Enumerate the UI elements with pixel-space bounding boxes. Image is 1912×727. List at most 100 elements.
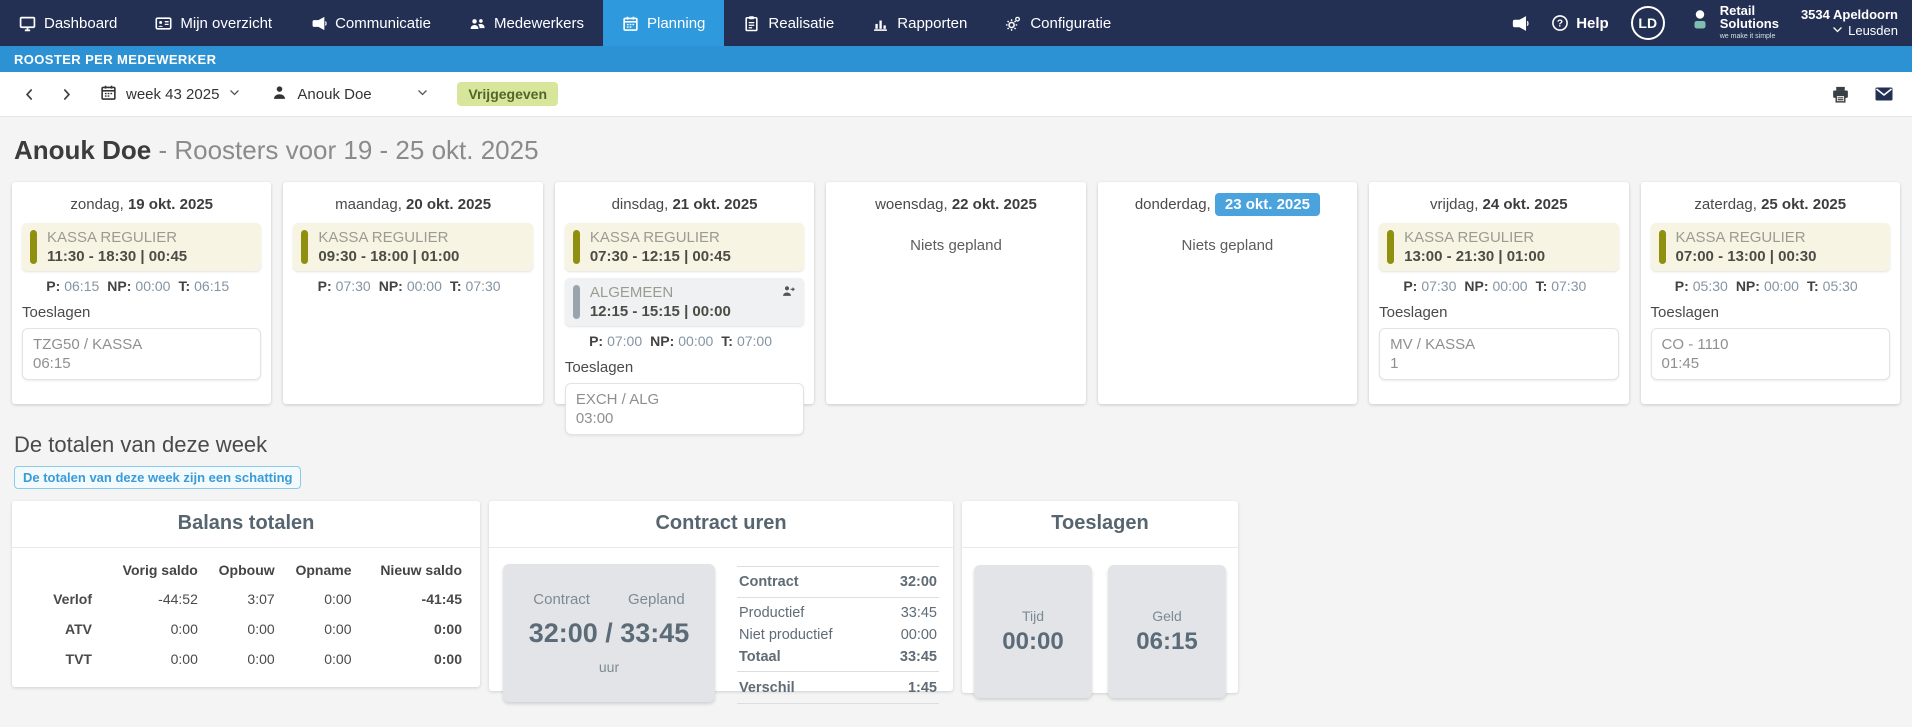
gears-icon bbox=[1006, 16, 1021, 31]
print-button[interactable] bbox=[1831, 85, 1850, 104]
nav-item-label: Communicatie bbox=[335, 14, 431, 32]
megaphone-icon bbox=[1513, 15, 1529, 31]
nav-item-label: Realisatie bbox=[768, 14, 835, 32]
day-name: zondag, bbox=[70, 196, 128, 213]
balance-row: TVT 0:00 0:00 0:00 0:00 bbox=[12, 644, 480, 674]
shift-color-bar bbox=[572, 230, 580, 264]
page-title-employee: Anouk Doe bbox=[14, 135, 152, 165]
contract-box-unit: uur bbox=[598, 659, 620, 675]
shift-name: KASSA REGULIER bbox=[1404, 229, 1535, 246]
nav-item-communicatie[interactable]: Communicatie bbox=[291, 0, 450, 46]
week-picker[interactable]: week 43 2025 bbox=[92, 84, 249, 105]
nav-item-label: Dashboard bbox=[44, 14, 118, 32]
p-label: P: bbox=[46, 278, 61, 294]
shift-name: KASSA REGULIER bbox=[589, 229, 720, 246]
employee-name: Anouk Doe bbox=[297, 85, 372, 103]
contract-row-contract: Contract 32:00 bbox=[737, 566, 939, 598]
nav-item-configuratie[interactable]: Configuratie bbox=[986, 0, 1130, 46]
employee-picker[interactable]: Anouk Doe bbox=[263, 84, 437, 105]
svg-text:?: ? bbox=[1557, 18, 1563, 29]
toolbar: week 43 2025 Anouk Doe Vrijgegeven bbox=[0, 72, 1912, 117]
contract-vs-planned-box: Contract Gepland 32:00 / 33:45 uur bbox=[503, 564, 715, 702]
help-button[interactable]: ? Help bbox=[1551, 14, 1609, 32]
previous-week-button[interactable] bbox=[18, 83, 41, 106]
announcements-button[interactable] bbox=[1510, 14, 1529, 33]
chevron-right-icon bbox=[63, 88, 71, 100]
day-cards-row: zondag, 19 okt. 2025 KASSA REGULIER 11:30 … bbox=[12, 182, 1900, 435]
p-label: P: bbox=[1674, 278, 1689, 294]
nav-item-rapporten[interactable]: Rapporten bbox=[853, 0, 986, 46]
np-value: 00:00 bbox=[406, 278, 442, 294]
top-nav-bar: Dashboard Mijn overzicht Communicatie Medew… bbox=[0, 0, 1912, 46]
chevron-left-icon bbox=[25, 88, 33, 100]
contract-row-value: 32:00 bbox=[899, 574, 937, 590]
shift-name: ALGEMEEN bbox=[589, 284, 674, 301]
shift-block[interactable]: KASSA REGULIER 11:30 - 18:30 | 00:45 bbox=[22, 223, 262, 271]
shift-block[interactable]: KASSA REGULIER 13:00 - 21:30 | 01:00 bbox=[1379, 223, 1619, 271]
balance-cell: 0:00 bbox=[433, 621, 462, 637]
p-value: 06:15 bbox=[64, 278, 100, 294]
surcharge-item: MV / KASSA 1 bbox=[1379, 328, 1619, 380]
balance-cell: -44:52 bbox=[158, 591, 198, 607]
shift-color-bar bbox=[1658, 230, 1666, 264]
contract-panel-title: Contract uren bbox=[489, 501, 953, 548]
person-icon bbox=[274, 85, 286, 99]
estimate-note: De totalen van deze week zijn een schatt… bbox=[14, 466, 302, 489]
contract-body: Contract Gepland 32:00 / 33:45 uur Contr… bbox=[489, 548, 953, 704]
shift-block[interactable]: KASSA REGULIER 09:30 - 18:00 | 01:00 bbox=[293, 223, 533, 271]
balance-panel-title: Balans totalen bbox=[12, 501, 480, 548]
balance-row: Verlof -44:52 3:07 0:00 -41:45 bbox=[12, 584, 480, 614]
location-select[interactable]: Leusden bbox=[1801, 23, 1898, 40]
np-label: NP: bbox=[378, 278, 403, 294]
shift-name: KASSA REGULIER bbox=[47, 229, 178, 246]
contract-row-label: Productief bbox=[739, 605, 805, 621]
next-week-button[interactable] bbox=[55, 83, 78, 106]
balance-cell: 0:00 bbox=[247, 621, 275, 637]
balance-col-header: Nieuw saldo bbox=[380, 562, 462, 578]
mail-button[interactable] bbox=[1874, 84, 1894, 104]
chevron-down-icon bbox=[1833, 26, 1842, 32]
day-name: woensdag, bbox=[875, 196, 952, 213]
t-value: 07:00 bbox=[736, 333, 773, 349]
balance-row: ATV 0:00 0:00 0:00 0:00 bbox=[12, 614, 480, 644]
nav-item-medewerkers[interactable]: Medewerkers bbox=[450, 0, 603, 46]
p-label: P: bbox=[1403, 278, 1418, 294]
day-card: maandag, 20 okt. 2025 KASSA REGULIER 09:30… bbox=[283, 182, 543, 404]
np-value: 00:00 bbox=[1763, 278, 1799, 294]
shift-block[interactable]: ALGEMEEN 12:15 - 15:15 | 00:00 bbox=[564, 278, 805, 326]
contract-row-value: 33:45 bbox=[900, 605, 937, 621]
nav-item-dashboard[interactable]: Dashboard bbox=[0, 0, 136, 46]
balance-cell: 0:00 bbox=[433, 651, 462, 667]
nav-item-realisatie[interactable]: Realisatie bbox=[724, 0, 853, 46]
shift-block[interactable]: KASSA REGULIER 07:00 - 13:00 | 00:30 bbox=[1650, 223, 1890, 271]
contract-row-label: Contract bbox=[739, 574, 799, 590]
day-card: woensdag, 22 okt. 2025 Niets gepland bbox=[826, 182, 1086, 404]
chevron-down-icon bbox=[1831, 23, 1844, 40]
shift-time: 07:30 - 12:15 | 00:45 bbox=[589, 248, 731, 265]
totals-panels: Balans totalen Vorig saldo Opbouw Opname Ni… bbox=[12, 501, 1900, 704]
nav-item-planning[interactable]: Planning bbox=[603, 0, 725, 46]
shift-info: KASSA REGULIER 11:30 - 18:30 | 00:45 bbox=[47, 229, 187, 265]
t-label: T: bbox=[449, 278, 462, 294]
mail-icon bbox=[1875, 87, 1893, 101]
contract-box-label-contract: Contract bbox=[533, 591, 590, 608]
day-date: 21 okt. 2025 bbox=[672, 196, 758, 213]
brand-text: Retail Solutions we make it simple bbox=[1720, 4, 1779, 43]
balance-col-header: Vorig saldo bbox=[122, 562, 198, 578]
avatar[interactable]: LD bbox=[1630, 6, 1665, 40]
surcharge-box-label: Geld bbox=[1152, 607, 1182, 624]
nav-item-mijn-overzicht[interactable]: Mijn overzicht bbox=[136, 0, 291, 46]
calendar-icon bbox=[623, 16, 638, 31]
day-date: 22 okt. 2025 bbox=[951, 196, 1037, 213]
shift-block[interactable]: KASSA REGULIER 07:30 - 12:15 | 00:45 bbox=[564, 223, 805, 271]
t-value: 06:15 bbox=[194, 278, 230, 294]
shift-info: KASSA REGULIER 07:30 - 12:15 | 00:45 bbox=[590, 229, 731, 265]
contract-row-totaal: Totaal 33:45 bbox=[737, 646, 939, 672]
clipboard-icon bbox=[745, 15, 758, 31]
balance-cell: 0:00 bbox=[170, 621, 198, 637]
none-planned-text: Niets gepland bbox=[910, 237, 1002, 254]
balance-cell: 3:07 bbox=[247, 591, 275, 607]
chevron-down-icon bbox=[418, 89, 428, 95]
chevron-down-icon bbox=[230, 89, 240, 95]
surcharge-box-value: 06:15 bbox=[1136, 627, 1198, 655]
